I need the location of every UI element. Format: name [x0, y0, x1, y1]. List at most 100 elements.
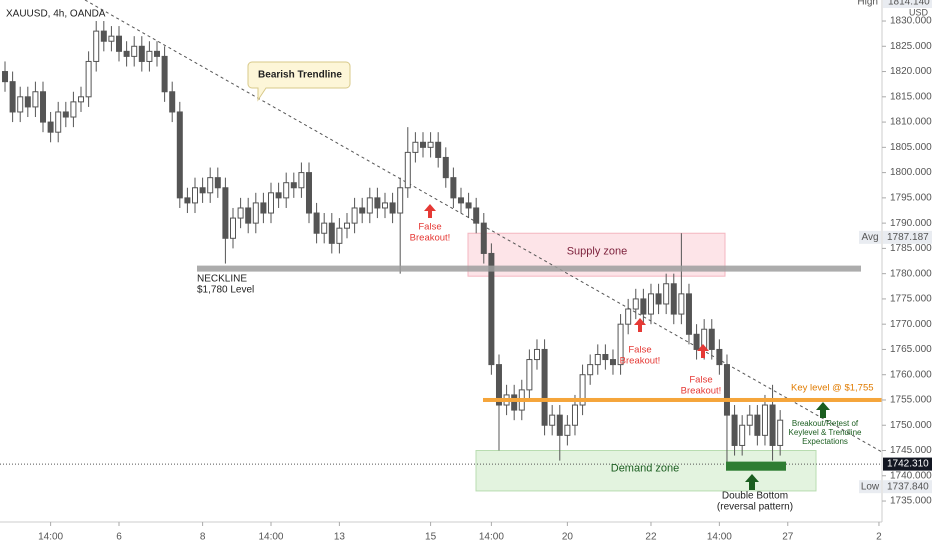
candle-body [275, 192, 282, 199]
double-bottom [726, 461, 786, 471]
avg-badge [883, 230, 932, 244]
y-tick-label: 1785.000 [890, 243, 932, 254]
candle-body [442, 156, 449, 179]
green-arrows [745, 402, 830, 490]
candle-body [419, 141, 426, 148]
false-breakout: Breakout! [620, 356, 661, 367]
candle-body [321, 222, 328, 234]
candle-body [488, 252, 495, 366]
false-breakout: False [418, 222, 441, 233]
expectation: Keylevel & Trendline [789, 428, 862, 437]
key-level-label: Key level @ $1,755 [791, 383, 874, 394]
false-breakout: Breakout! [681, 386, 722, 397]
candle-body [32, 91, 39, 108]
y-tick-label: 1760.000 [890, 369, 932, 380]
candle-body [465, 202, 472, 209]
candle-body [609, 359, 616, 366]
candle-body [267, 192, 274, 214]
candle-body [556, 414, 563, 436]
candle-body [594, 354, 601, 366]
low-name-badge [859, 480, 881, 494]
last-value: 1742.310 [887, 459, 929, 470]
candles [2, 21, 784, 466]
candle-body [85, 60, 92, 98]
candle-body [640, 298, 647, 315]
candle-body [138, 45, 145, 62]
candle-body [473, 207, 480, 224]
x-tick-label: 15 [425, 532, 437, 543]
candle-body [374, 197, 381, 209]
candle-body [116, 35, 123, 52]
candle-body [746, 414, 753, 426]
candle-body [222, 187, 229, 239]
low-name: Low [861, 481, 880, 492]
neckline-level: $1,780 Level [197, 285, 254, 296]
x-tick-label: 6 [116, 532, 122, 543]
candle-body [176, 111, 183, 199]
candle-body [184, 197, 191, 204]
candle-body [290, 182, 297, 189]
supply-label: Supply zone [567, 246, 628, 258]
candle-body [70, 101, 77, 118]
high-value: 1814.140 [888, 0, 930, 8]
y-tick-label: 1795.000 [890, 193, 932, 204]
candle-body [397, 187, 404, 214]
candle-body [298, 172, 305, 189]
candle-body [123, 50, 130, 57]
candle-body [154, 50, 161, 57]
candle-body [435, 141, 442, 158]
candle-body [230, 217, 237, 239]
candle-body [670, 283, 677, 315]
y-tick-label: 1770.000 [890, 319, 932, 330]
candle-body [541, 348, 548, 426]
candle-body [389, 202, 396, 214]
candle-body [549, 414, 556, 426]
candle-body [260, 202, 267, 214]
y-tick-label: 1815.000 [890, 91, 932, 102]
y-tick-label: 1750.000 [890, 420, 932, 431]
neckline [197, 265, 861, 272]
y-tick-label: 1735.000 [890, 496, 932, 507]
currency: USD [909, 7, 929, 17]
demand-label: Demand zone [611, 462, 680, 474]
candle-body [625, 308, 632, 325]
high-badge [883, 0, 932, 8]
false-breakout: False [628, 345, 651, 356]
candle-body [412, 141, 419, 153]
candle-body [495, 364, 502, 406]
candle-body [526, 359, 533, 391]
candle-body [678, 293, 685, 315]
overlay [197, 265, 882, 471]
candle-body [731, 414, 738, 446]
candle-body [723, 364, 730, 416]
candle-body [313, 212, 320, 234]
candle-body [632, 298, 639, 310]
arrow [816, 402, 830, 418]
candle-body [78, 96, 85, 103]
y-tick-label: 1825.000 [890, 41, 932, 52]
candle-body [199, 187, 206, 194]
candle-body [192, 187, 199, 204]
x-tick-label: 14:00 [479, 532, 504, 543]
x-tick-label: 20 [562, 532, 574, 543]
candle-body [427, 141, 434, 148]
axes: 1735.000 1740.000 1745.000 1750.000 1755.000… [38, 0, 932, 543]
candle-body [602, 354, 609, 361]
candle-body [237, 207, 244, 219]
candle-body [351, 207, 358, 224]
candle-body [336, 227, 343, 244]
candle-body [283, 182, 290, 199]
y-tick-label: 1830.000 [890, 16, 932, 27]
candle-body [457, 197, 464, 204]
y-tick-label: 1745.000 [890, 445, 932, 456]
callout-box [247, 61, 351, 102]
arrow [745, 474, 759, 490]
expectation: Breakout/Retest of [792, 419, 859, 428]
candle-body [450, 177, 457, 199]
candle-body [305, 172, 312, 214]
candle-body [533, 348, 540, 361]
y-tick-label: 1820.000 [890, 66, 932, 77]
last-badge [883, 457, 932, 471]
candle-body [62, 111, 69, 118]
